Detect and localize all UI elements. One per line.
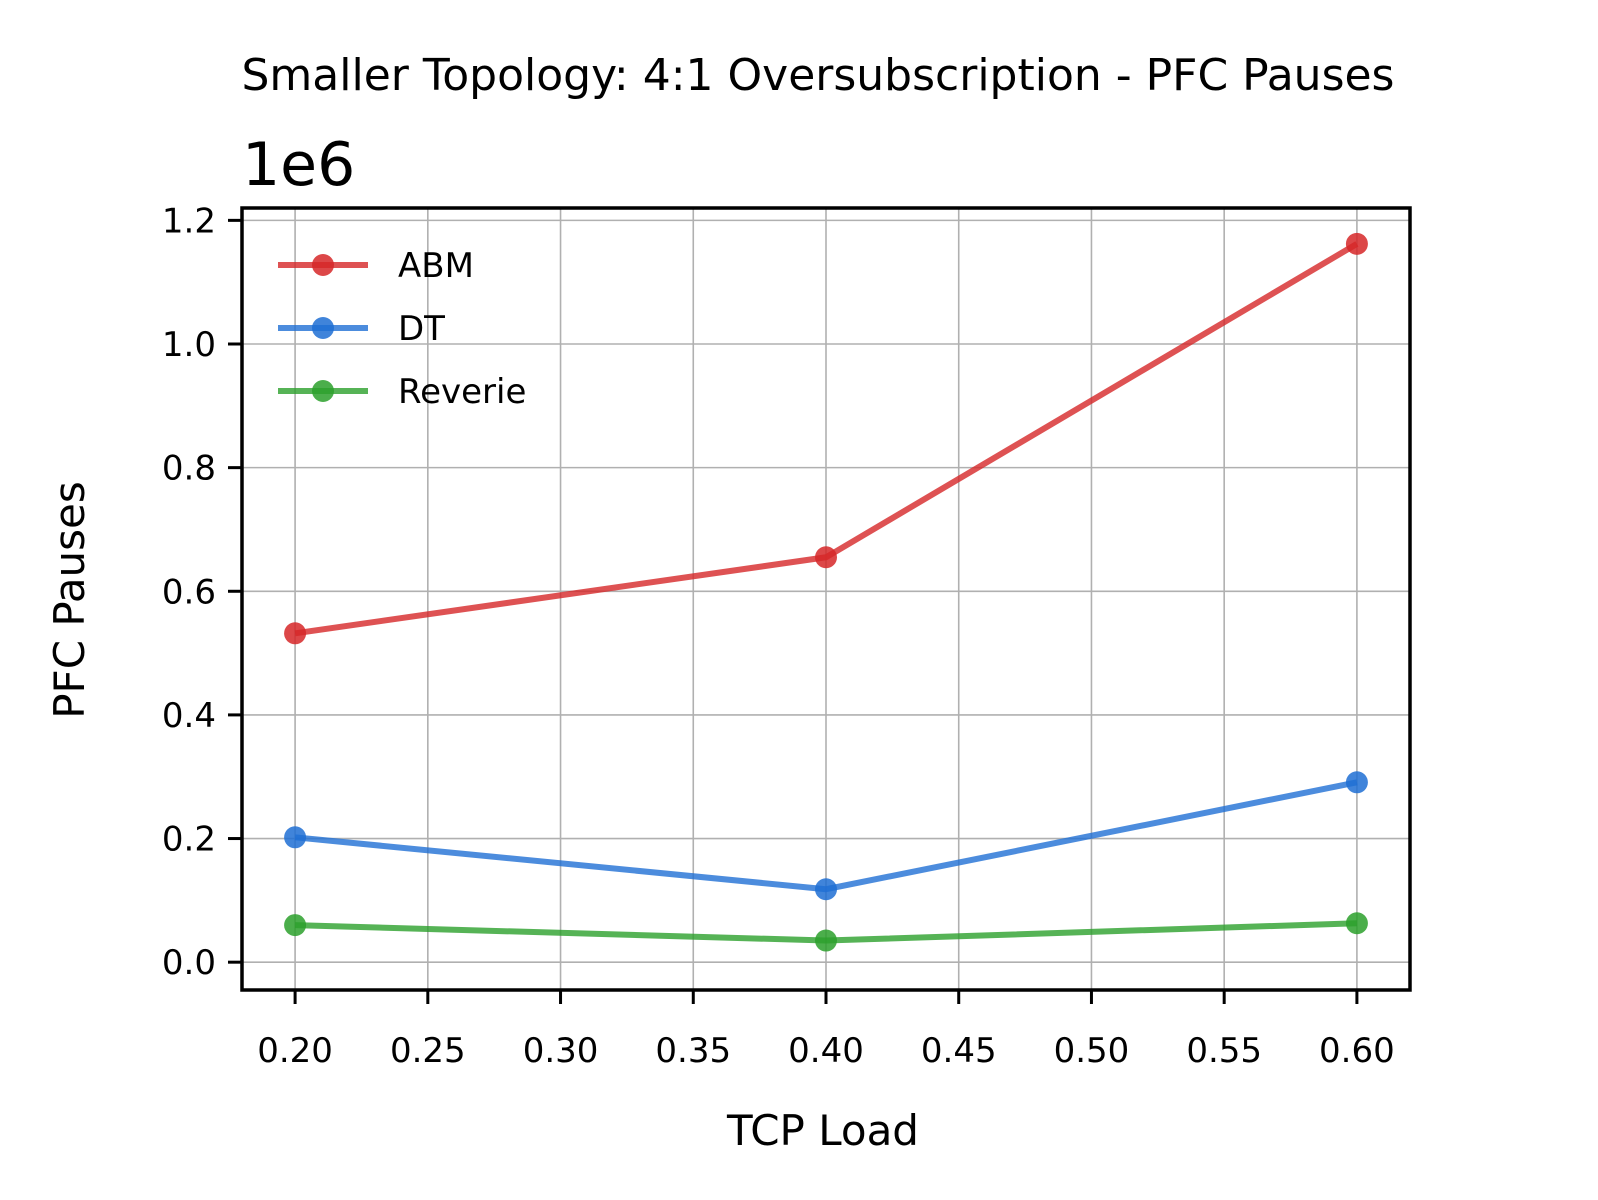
y-tick-label: 0.0 [162, 943, 216, 983]
y-tick-label: 1.0 [162, 325, 216, 365]
legend-marker-abm [312, 254, 334, 276]
legend-label-abm: ABM [398, 246, 474, 286]
legend: ABM DT Reverie [278, 246, 526, 412]
y-offset-label: 1e6 [242, 130, 355, 200]
data-point-abm [815, 546, 837, 569]
series-lines [284, 232, 1368, 952]
x-tick-label: 0.40 [788, 1031, 864, 1071]
y-axis-label: PFC Pauses [45, 481, 94, 719]
data-point-dt [815, 878, 837, 901]
y-tick-label: 0.4 [162, 696, 216, 736]
x-axis-ticks: 0.20 0.25 0.30 0.35 0.40 0.45 0.50 0.55 0.60 [257, 990, 1395, 1071]
x-tick-label: 0.20 [257, 1031, 333, 1071]
y-tick-label: 0.6 [162, 572, 216, 612]
x-tick-label: 0.45 [921, 1031, 997, 1071]
legend-label-reverie: Reverie [398, 372, 526, 412]
y-tick-label: 0.8 [162, 449, 216, 489]
y-tick-label: 0.2 [162, 820, 216, 860]
legend-marker-reverie [312, 380, 334, 402]
y-tick-label: 1.2 [162, 201, 216, 241]
x-tick-label: 0.25 [390, 1031, 466, 1071]
data-point-dt [284, 826, 307, 849]
x-tick-label: 0.60 [1319, 1031, 1395, 1071]
data-point-reverie [284, 914, 307, 937]
legend-marker-dt [312, 317, 334, 339]
x-tick-label: 0.35 [655, 1031, 731, 1071]
x-tick-label: 0.30 [523, 1031, 599, 1071]
data-point-reverie [1345, 912, 1368, 935]
legend-label-dt: DT [398, 309, 445, 349]
data-point-abm [284, 622, 307, 645]
x-axis-label: TCP Load [726, 1106, 919, 1155]
data-point-dt [1345, 771, 1368, 794]
x-tick-label: 0.50 [1054, 1031, 1130, 1071]
grid-lines [242, 208, 1410, 990]
chart-title: Smaller Topology: 4:1 Oversubscription -… [242, 50, 1395, 101]
data-point-abm [1345, 232, 1368, 255]
data-point-reverie [815, 929, 837, 952]
x-tick-label: 0.55 [1186, 1031, 1262, 1071]
y-axis-ticks: 0.0 0.2 0.4 0.6 0.8 1.0 1.2 [162, 201, 242, 983]
